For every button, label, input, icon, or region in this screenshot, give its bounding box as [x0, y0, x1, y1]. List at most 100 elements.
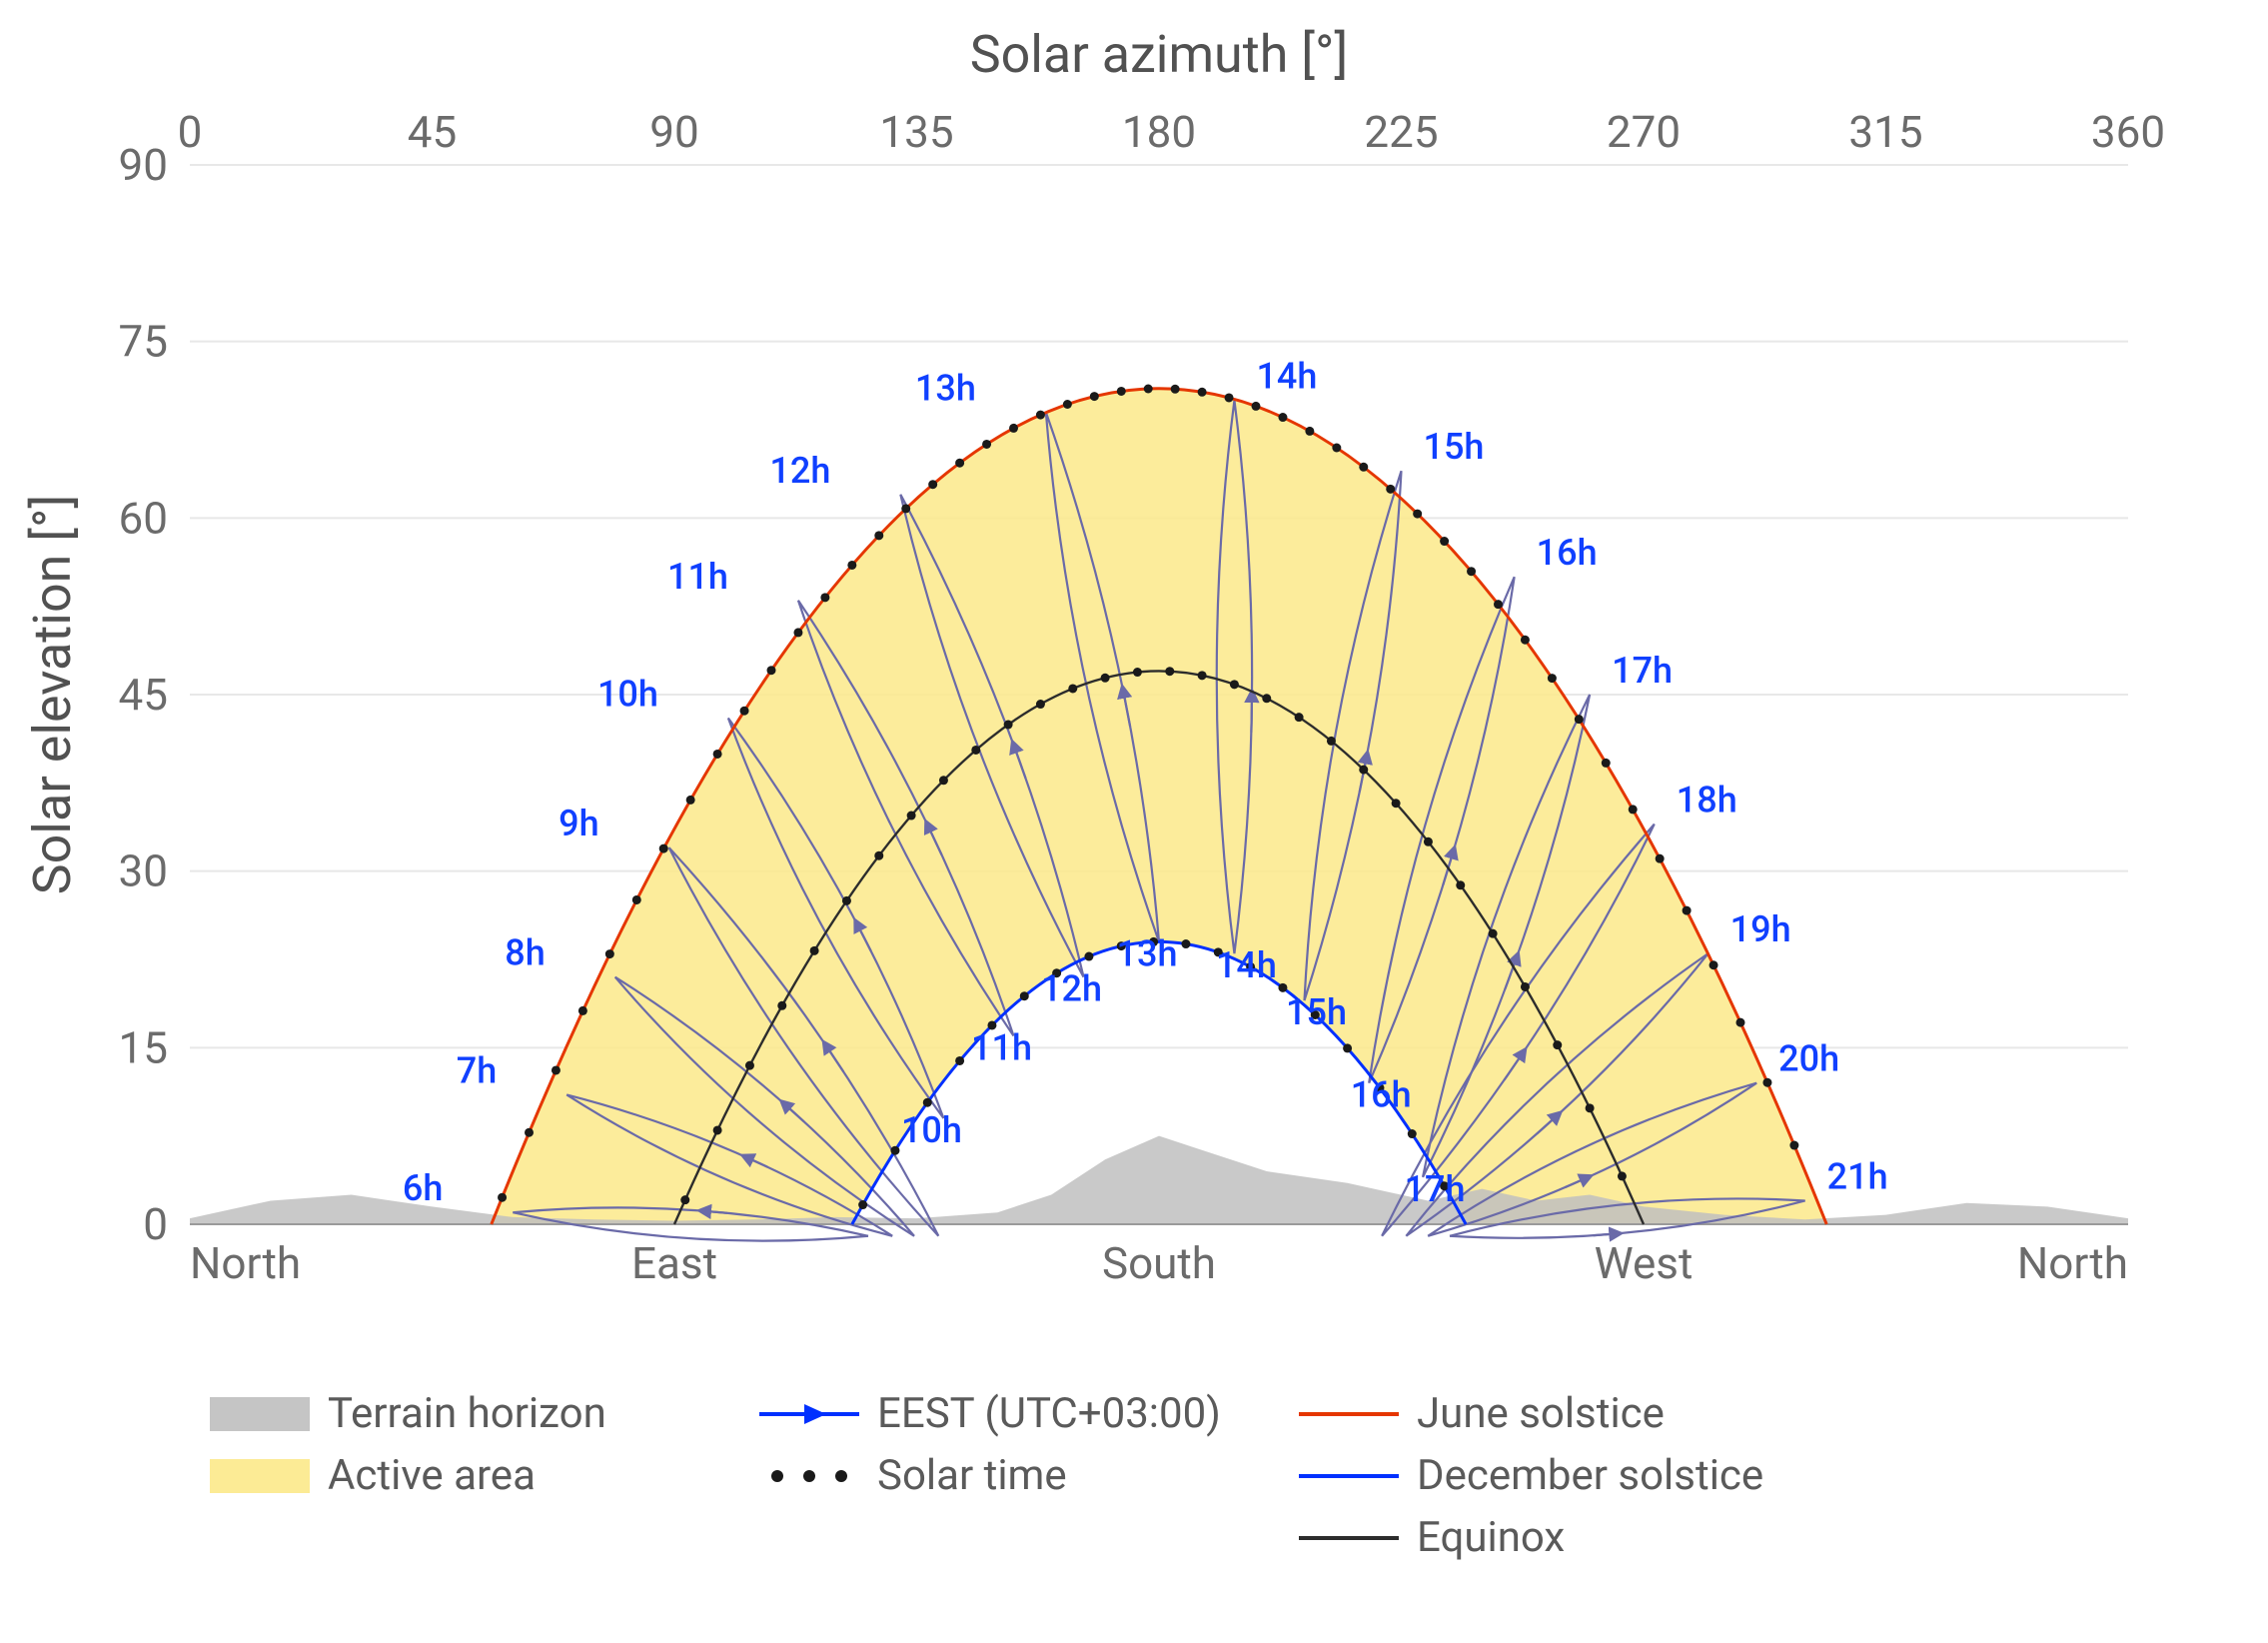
solar-time-dot: [525, 1128, 534, 1137]
x-tick: 45: [408, 106, 457, 158]
hour-label: 8h: [505, 932, 545, 974]
solar-time-dot: [1117, 387, 1126, 396]
solar-time-dot: [1295, 713, 1304, 722]
hour-label: 21h: [1827, 1155, 1888, 1197]
legend-label: Terrain horizon: [328, 1389, 606, 1438]
solar-time-dot: [1618, 1171, 1627, 1180]
solar-time-dot: [1004, 721, 1013, 730]
solar-time-dot: [1327, 737, 1336, 746]
solar-time-dot: [1521, 982, 1530, 991]
solar-time-dot: [1656, 854, 1665, 863]
solar-time-dot: [971, 746, 980, 755]
solar-time-dot: [1494, 600, 1503, 609]
y-tick: 60: [119, 492, 168, 544]
hour-label: 19h: [1730, 908, 1791, 950]
solar-time-dot: [605, 949, 614, 958]
solar-time-dot: [745, 1061, 754, 1070]
solar-time-dot: [923, 1098, 932, 1107]
hour-label: 13h: [1117, 932, 1178, 974]
solar-time-dot: [1252, 402, 1261, 411]
solar-time-dot: [1467, 567, 1476, 576]
legend-label: Solar time: [877, 1451, 1067, 1500]
solar-time-dot: [982, 440, 991, 449]
hour-label: 15h: [1424, 426, 1485, 468]
cardinal-label: South: [1102, 1237, 1216, 1289]
hour-label: 9h: [559, 803, 598, 844]
solar-time-dot: [1683, 906, 1692, 915]
solar-time-dot: [659, 844, 668, 853]
solar-time-dot: [874, 531, 883, 540]
y-tick: 90: [119, 139, 168, 191]
solar-time-dot: [1230, 680, 1239, 689]
solar-time-dot: [820, 593, 829, 602]
solar-time-dot: [1602, 759, 1611, 768]
solar-time-dot: [842, 896, 851, 905]
solar-time-dot: [847, 561, 856, 570]
solar-time-dot: [1036, 411, 1045, 420]
hour-label: 16h: [1537, 532, 1598, 574]
solar-time-dot: [632, 895, 641, 904]
solar-time-dot: [1090, 392, 1099, 401]
x-tick: 360: [2091, 106, 2165, 158]
y-tick: 45: [119, 669, 168, 721]
hour-label: 14h: [1256, 356, 1317, 398]
solar-time-dot: [890, 1146, 899, 1155]
solar-time-dot: [1586, 1103, 1595, 1112]
solar-time-dot: [1198, 388, 1207, 397]
solar-time-dot: [1278, 413, 1287, 422]
solar-time-dot: [1009, 424, 1018, 433]
solar-time-dot: [686, 796, 695, 805]
solar-time-dot: [858, 1200, 867, 1209]
solar-time-dot: [1359, 766, 1368, 775]
hour-label: 15h: [1286, 991, 1347, 1033]
solar-time-dot: [1762, 1078, 1771, 1087]
solar-time-dot: [1629, 805, 1638, 814]
solar-time-dot: [1521, 636, 1530, 645]
solar-time-dot: [498, 1193, 507, 1202]
solar-time-dot: [1709, 960, 1718, 969]
solar-time-dot: [1386, 485, 1395, 494]
hour-label: 12h: [769, 450, 830, 492]
solar-time-dot: [767, 666, 776, 675]
y-axis-title: Solar elevation [°]: [22, 495, 83, 894]
solar-time-dot: [1413, 510, 1422, 519]
hour-label: 16h: [1351, 1074, 1412, 1116]
solar-time-dot: [907, 812, 916, 821]
hour-label: 10h: [597, 674, 658, 716]
solar-time-dot: [1440, 537, 1449, 546]
solar-time-dot: [1359, 463, 1368, 472]
solar-time-dot: [1456, 880, 1465, 889]
hour-label: 7h: [457, 1049, 497, 1091]
hour-label: 6h: [403, 1167, 443, 1209]
solar-time-dot: [955, 1056, 964, 1065]
solar-time-dot: [1068, 684, 1077, 693]
legend-label: December solstice: [1417, 1451, 1763, 1500]
solar-time-dot: [680, 1195, 689, 1204]
solar-time-dot: [1736, 1018, 1745, 1027]
solar-time-dot: [1343, 1043, 1352, 1052]
x-axis-title: Solar azimuth [°]: [970, 24, 1349, 85]
solar-time-dot: [1063, 400, 1072, 409]
cardinal-label: North: [190, 1237, 301, 1289]
solar-time-dot: [939, 776, 948, 785]
solar-time-dot: [874, 851, 883, 860]
solar-time-dot: [1548, 674, 1557, 683]
solar-time-dot: [1424, 837, 1433, 846]
solar-time-dot: [1575, 715, 1584, 724]
solar-time-dot: [1225, 393, 1234, 402]
solar-time-dot: [1392, 799, 1401, 808]
solar-time-dot: [1305, 427, 1314, 436]
solar-time-dot: [1789, 1141, 1798, 1150]
hour-label: 14h: [1216, 944, 1277, 986]
hour-label: 11h: [667, 556, 728, 598]
solar-time-dot: [1084, 952, 1093, 961]
legend-label: Equinox: [1417, 1513, 1565, 1562]
x-tick: 270: [1607, 106, 1681, 158]
solar-time-dot: [1133, 668, 1142, 677]
solar-time-dot: [1181, 939, 1190, 948]
x-tick: 225: [1364, 106, 1438, 158]
solar-time-dot: [713, 750, 722, 759]
x-tick: 0: [178, 106, 203, 158]
x-tick: 180: [1122, 106, 1196, 158]
solar-time-dot: [552, 1065, 561, 1074]
